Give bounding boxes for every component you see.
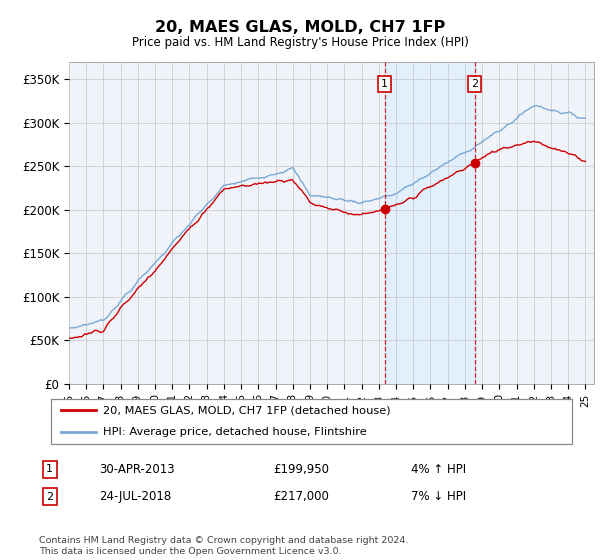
Text: £217,000: £217,000 bbox=[274, 490, 329, 503]
Text: 24-JUL-2018: 24-JUL-2018 bbox=[100, 490, 172, 503]
Text: 20, MAES GLAS, MOLD, CH7 1FP (detached house): 20, MAES GLAS, MOLD, CH7 1FP (detached h… bbox=[103, 405, 391, 416]
Text: £199,950: £199,950 bbox=[274, 463, 329, 476]
Text: HPI: Average price, detached house, Flintshire: HPI: Average price, detached house, Flin… bbox=[103, 427, 367, 437]
Text: 2: 2 bbox=[471, 79, 478, 89]
Text: Contains HM Land Registry data © Crown copyright and database right 2024.
This d: Contains HM Land Registry data © Crown c… bbox=[39, 536, 409, 556]
FancyBboxPatch shape bbox=[50, 399, 572, 444]
Text: 7% ↓ HPI: 7% ↓ HPI bbox=[412, 490, 466, 503]
Text: 2: 2 bbox=[46, 492, 53, 502]
Text: 1: 1 bbox=[381, 79, 388, 89]
Text: Price paid vs. HM Land Registry's House Price Index (HPI): Price paid vs. HM Land Registry's House … bbox=[131, 36, 469, 49]
Bar bbox=[385, 62, 475, 384]
Text: 1: 1 bbox=[46, 464, 53, 474]
Text: 30-APR-2013: 30-APR-2013 bbox=[100, 463, 175, 476]
Text: 4% ↑ HPI: 4% ↑ HPI bbox=[412, 463, 466, 476]
Text: 20, MAES GLAS, MOLD, CH7 1FP: 20, MAES GLAS, MOLD, CH7 1FP bbox=[155, 20, 445, 35]
